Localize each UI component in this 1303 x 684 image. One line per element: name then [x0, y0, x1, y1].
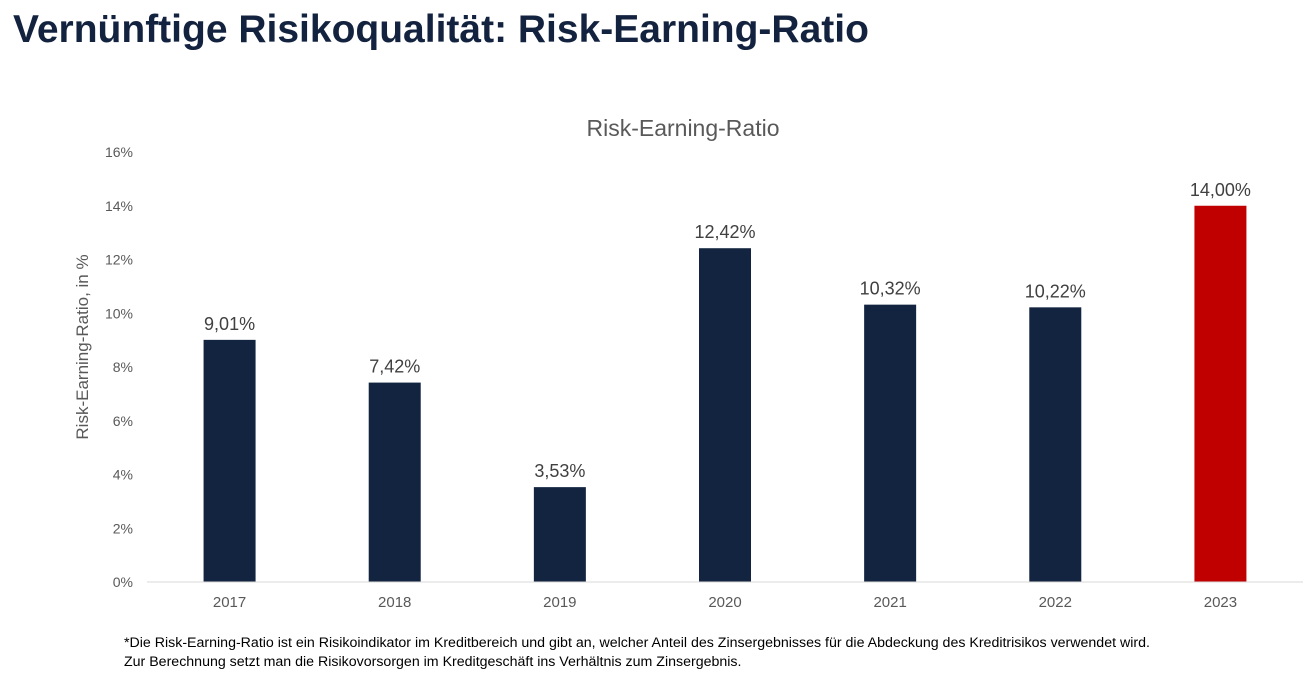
footnote: *Die Risk-Earning-Ratio ist ein Risikoin…	[124, 634, 1150, 672]
y-tick-label: 8%	[113, 359, 133, 375]
bar-2021	[864, 304, 917, 582]
page-title: Vernünftige Risikoqualität: Risk-Earning…	[13, 8, 869, 51]
bar-2023	[1194, 205, 1247, 582]
data-label-2022: 10,22%	[1025, 281, 1086, 301]
y-tick-label: 4%	[113, 467, 133, 483]
data-label-2017: 9,01%	[204, 314, 255, 334]
y-tick-label: 12%	[105, 252, 133, 268]
bar-2022	[1029, 307, 1082, 582]
y-tick-label: 0%	[113, 574, 133, 590]
y-axis-ticks: 0% 2% 4% 6% 8% 10% 12% 14% 16%	[105, 144, 133, 590]
y-tick-label: 14%	[105, 198, 133, 214]
data-label-2023: 14,00%	[1190, 180, 1251, 200]
y-axis-label: Risk-Earning-Ratio, in %	[73, 254, 92, 439]
footnote-line-2: Zur Berechnung setzt man die Risikovorso…	[124, 654, 742, 670]
footnote-line-1: *Die Risk-Earning-Ratio ist ein Risikoin…	[124, 635, 1150, 651]
x-tick-label: 2023	[1204, 594, 1237, 611]
data-label-2020: 12,42%	[694, 222, 755, 242]
x-tick-label: 2018	[378, 594, 411, 611]
bar-2019	[533, 487, 586, 582]
data-labels: 9,01% 7,42% 3,53% 12,42% 10,32% 10,22% 14,00%	[204, 180, 1251, 481]
x-axis-ticks: 2017 2018 2019 2020 2021 2022 2023	[213, 594, 1237, 611]
bar-2020	[699, 248, 751, 582]
y-tick-label: 6%	[113, 413, 133, 429]
x-tick-label: 2020	[708, 594, 741, 611]
x-tick-label: 2021	[873, 594, 906, 611]
bar-2018	[368, 382, 421, 582]
data-label-2018: 7,42%	[369, 357, 420, 377]
data-label-2019: 3,53%	[534, 461, 585, 481]
x-tick-label: 2022	[1039, 594, 1072, 611]
y-tick-label: 2%	[113, 520, 133, 536]
y-tick-label: 16%	[105, 144, 133, 160]
data-label-2021: 10,32%	[860, 279, 921, 299]
x-tick-label: 2019	[543, 594, 576, 611]
bar-2017	[203, 339, 256, 582]
bar-series	[203, 205, 1247, 582]
chart-title: Risk-Earning-Ratio	[586, 115, 779, 141]
y-tick-label: 10%	[105, 305, 133, 321]
x-tick-label: 2017	[213, 594, 246, 611]
